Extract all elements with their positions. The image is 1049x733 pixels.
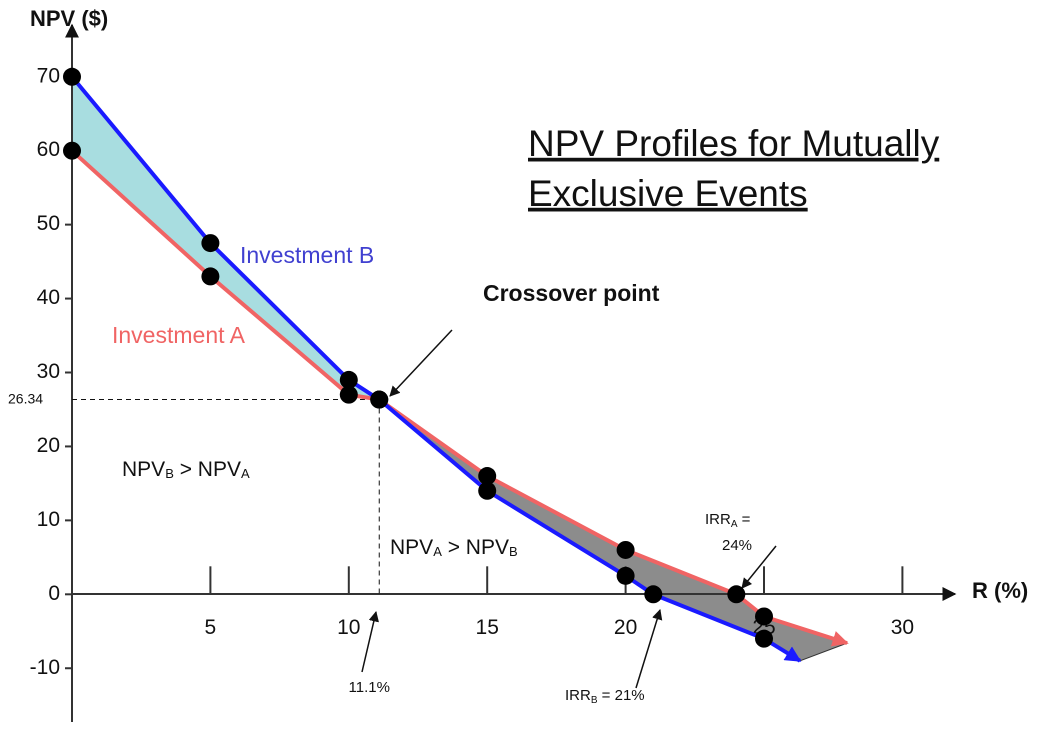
y-tick-label: -10 (30, 656, 60, 679)
y-tick-label: 0 (48, 582, 60, 605)
data-point (63, 141, 81, 160)
legend-entry: Investment B (240, 242, 374, 268)
annotation: IRRA = (705, 511, 751, 530)
data-point (370, 390, 389, 409)
x-tick-label: 30 (891, 616, 914, 639)
shading (71, 75, 849, 662)
annotation: 24% (722, 537, 752, 554)
x-tick-label: 15 (476, 616, 499, 639)
arrow (741, 545, 777, 589)
x-axis-label: R (%) (972, 578, 1028, 603)
data-point (616, 540, 635, 559)
chart-title: Exclusive Events (528, 173, 808, 214)
y-axis-label: NPV ($) (30, 6, 108, 31)
data-point (478, 481, 497, 500)
x-tick-label: 20 (614, 616, 637, 639)
chart-title: NPV Profiles for Mutually (528, 123, 940, 164)
data-point (339, 370, 358, 389)
data-point (201, 234, 220, 253)
arrow (635, 608, 663, 689)
data-point (755, 607, 774, 626)
data-point (616, 566, 635, 585)
annotation: 11.1% (349, 679, 390, 696)
y-tick-label: 60 (37, 138, 60, 161)
y-tick-label: 20 (37, 434, 60, 457)
arrow (389, 329, 453, 397)
series-line (70, 75, 802, 663)
y-tick-label: 40 (37, 286, 60, 309)
legend-entry: Investment A (112, 322, 246, 348)
shaded-area (71, 75, 380, 401)
annotation: NPVB > NPVA (122, 458, 250, 482)
annotation: NPVA > NPVB (390, 536, 518, 560)
data-point (63, 67, 81, 86)
y-tick-label: 50 (37, 212, 60, 235)
y-tick-label: 30 (37, 360, 60, 383)
y-tick-label: 70 (37, 64, 60, 87)
annotation: Crossover point (483, 280, 660, 306)
data-point (478, 467, 497, 486)
data-point (201, 267, 220, 286)
data-point (755, 629, 774, 648)
annotation: IRRB = 21% (565, 687, 645, 706)
x-tick-label: 5 (205, 616, 217, 639)
data-point (727, 585, 746, 604)
annotation: 26.34 (8, 390, 43, 406)
arrow (361, 610, 379, 673)
data-point (644, 585, 663, 604)
data-point (339, 385, 358, 404)
x-tick-label: 10 (337, 616, 360, 639)
y-tick-label: 10 (37, 508, 60, 531)
